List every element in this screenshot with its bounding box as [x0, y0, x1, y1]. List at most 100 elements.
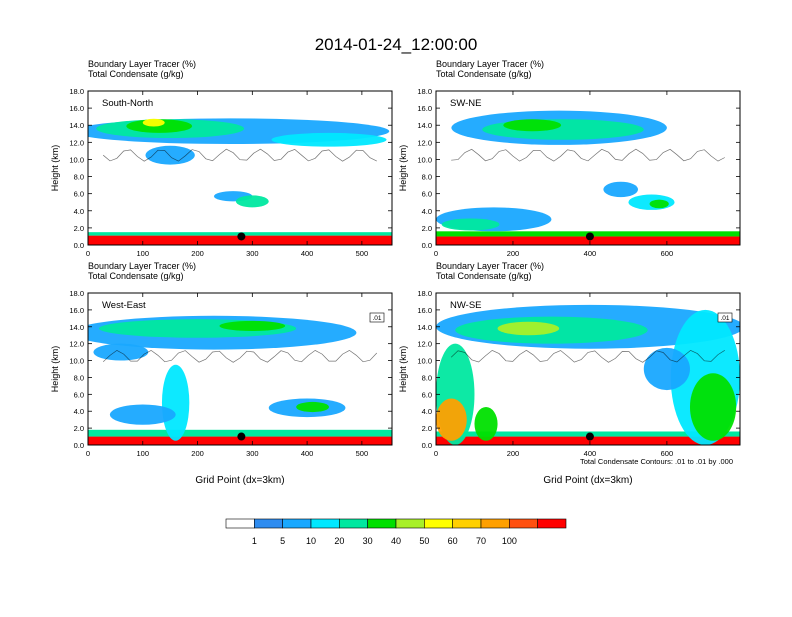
colorbar-swatch: [537, 518, 567, 529]
plot-area: [88, 293, 392, 445]
condensate-contour: [102, 349, 378, 363]
y-tick-label: 6.0: [74, 390, 84, 399]
x-tick-label: 500: [356, 449, 369, 458]
surface-layer: [436, 436, 740, 445]
y-tick-label: 16.0: [69, 104, 84, 113]
x-tick-label: 200: [507, 249, 520, 258]
surface-layer: [88, 235, 392, 245]
colorbar-label: 70: [476, 536, 486, 546]
y-tick-label: 16.0: [417, 104, 432, 113]
panel-title-line1: Boundary Layer Tracer (%): [88, 261, 196, 271]
condensate-contour: [102, 148, 377, 162]
plot-area: [436, 91, 740, 245]
tracer-blob: [643, 347, 690, 391]
x-tick-label: 400: [584, 449, 597, 458]
x-tick-label: 0: [434, 249, 438, 258]
section-label: SW-NE: [450, 98, 482, 109]
panel-top-right: Boundary Layer Tracer (%)Total Condensat…: [398, 59, 741, 258]
panel-title-line2: Total Condensate (g/kg): [88, 271, 184, 281]
tracer-blob: [93, 343, 149, 361]
plot-area: [436, 293, 740, 445]
plot-frame: [87, 90, 393, 246]
x-tick-label: 200: [191, 249, 204, 258]
y-tick-label: 14.0: [69, 323, 84, 332]
tracer-blob: [503, 119, 562, 132]
y-tick-label: 8.0: [422, 173, 432, 182]
colorbar-label: 1: [252, 536, 257, 546]
y-tick-label: 8.0: [74, 373, 84, 382]
x-tick-label: 600: [661, 249, 674, 258]
y-tick-label: 14.0: [69, 121, 84, 130]
colorbar-swatch: [225, 518, 255, 529]
figure-title: 2014-01-24_12:00:00: [315, 35, 478, 54]
location-marker: [585, 232, 594, 241]
tracer-blob: [109, 404, 176, 425]
section-label: South-North: [102, 98, 153, 109]
panel-bottom-right: Boundary Layer Tracer (%)Total Condensat…: [398, 261, 741, 486]
x-tick-label: 0: [86, 449, 90, 458]
contour-footnote: Total Condensate Contours: .01 to .01 by…: [580, 457, 733, 466]
colorbar-swatch: [480, 518, 510, 529]
colorbar-swatch: [310, 518, 340, 529]
y-tick-label: 8.0: [74, 173, 84, 182]
colorbar-label: 60: [448, 536, 458, 546]
panel-title-line2: Total Condensate (g/kg): [88, 69, 184, 79]
tracer-blob: [482, 119, 644, 140]
y-tick-label: 2.0: [422, 424, 432, 433]
colorbar-swatch: [339, 518, 368, 529]
plot-frame: [435, 292, 741, 446]
tracer-blob: [142, 118, 165, 127]
y-axis-label: Height (km): [398, 145, 408, 192]
surface-layer: [436, 236, 740, 245]
colorbar-swatch: [424, 518, 453, 529]
y-tick-label: 18.0: [69, 289, 84, 298]
y-tick-label: 12.0: [417, 340, 432, 349]
plot-frame: [435, 90, 741, 246]
x-tick-label: 0: [86, 249, 90, 258]
surface-layer: [88, 436, 392, 445]
y-tick-label: 0.0: [74, 441, 84, 450]
y-tick-label: 6.0: [74, 190, 84, 199]
x-tick-label: 200: [191, 449, 204, 458]
x-tick-label: 400: [301, 249, 314, 258]
tracer-blob: [474, 407, 498, 441]
x-tick-label: 200: [507, 449, 520, 458]
y-tick-label: 12.0: [69, 340, 84, 349]
tracer-blob: [219, 320, 286, 331]
colorbar-label: 5: [280, 536, 285, 546]
y-axis-label: Height (km): [50, 346, 60, 393]
tracer-blob: [497, 321, 560, 336]
condensate-contour: [450, 349, 725, 363]
tracer-blob: [161, 364, 190, 441]
x-axis-label: Grid Point (dx=3km): [543, 475, 632, 486]
y-tick-label: 10.0: [417, 357, 432, 366]
x-tick-label: 100: [137, 249, 150, 258]
y-tick-label: 14.0: [417, 323, 432, 332]
y-tick-label: 12.0: [69, 138, 84, 147]
colorbar-swatch: [282, 518, 312, 529]
y-tick-label: 18.0: [417, 87, 432, 96]
contour-label-box: [717, 312, 733, 323]
y-tick-label: 4.0: [422, 407, 432, 416]
x-tick-label: 100: [137, 449, 150, 458]
y-axis-label: Height (km): [50, 145, 60, 192]
contour-label: .01: [720, 315, 729, 322]
x-tick-label: 400: [301, 449, 314, 458]
y-tick-label: 10.0: [69, 155, 84, 164]
tracer-blob: [235, 195, 269, 208]
panel-title-line1: Boundary Layer Tracer (%): [436, 261, 544, 271]
x-tick-label: 400: [584, 249, 597, 258]
tracer-blob: [441, 218, 500, 231]
colorbar-label: 30: [363, 536, 373, 546]
panel-title-line2: Total Condensate (g/kg): [436, 271, 532, 281]
x-axis-label: Grid Point (dx=3km): [195, 475, 284, 486]
location-marker: [585, 432, 594, 441]
colorbar-label: 20: [334, 536, 344, 546]
section-label: West-East: [102, 300, 146, 311]
y-tick-label: 6.0: [422, 190, 432, 199]
x-tick-label: 600: [661, 449, 674, 458]
y-axis-label: Height (km): [398, 346, 408, 393]
y-tick-label: 6.0: [422, 390, 432, 399]
plot-area: [88, 91, 392, 245]
y-tick-label: 4.0: [422, 207, 432, 216]
